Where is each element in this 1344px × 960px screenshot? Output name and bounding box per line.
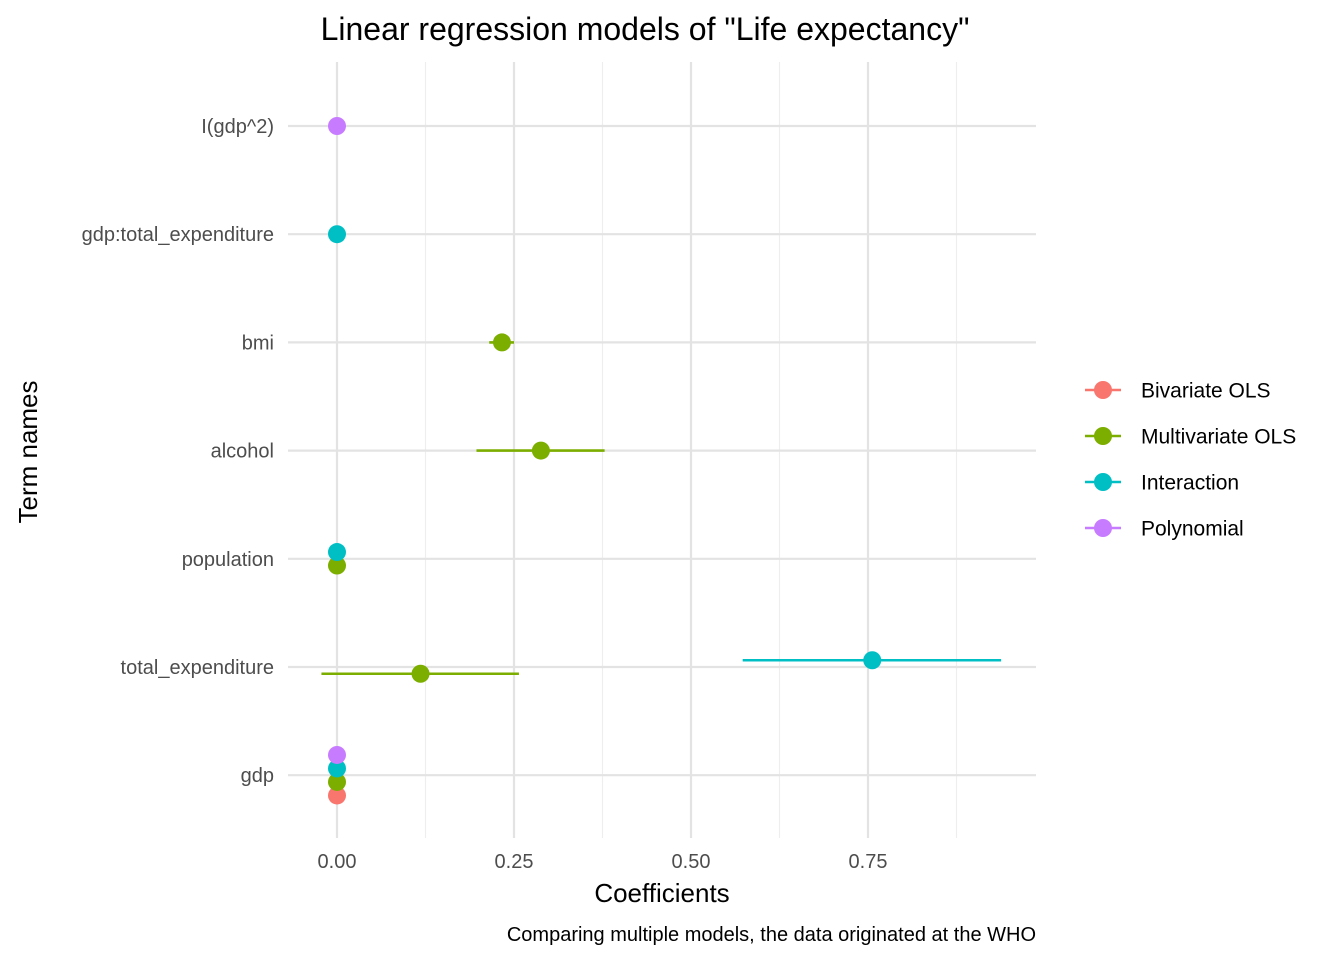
legend-label: Interaction (1141, 472, 1239, 495)
legend-key-point (1094, 519, 1112, 537)
grid (288, 62, 1036, 838)
y-tick-label: total_expenditure (121, 657, 274, 679)
data-point (328, 772, 346, 791)
y-tick-label: gdp:total_expenditure (82, 224, 274, 246)
legend-label: Polynomial (1141, 518, 1244, 541)
data-point (411, 664, 430, 683)
chart-caption: Comparing multiple models, the data orig… (507, 924, 1036, 946)
legend-key-point (1094, 381, 1112, 399)
y-tick-label: bmi (242, 332, 274, 354)
y-axis-tick-labels: gdp total_expenditure population alcohol bmi… (82, 116, 274, 787)
x-tick-label: 0.50 (672, 851, 711, 873)
y-axis-title: Term names (13, 380, 43, 523)
data-marks (321, 117, 1002, 805)
y-tick-label: I(gdp^2) (201, 116, 274, 138)
x-tick-label: 0.00 (318, 851, 357, 873)
data-point (863, 651, 882, 670)
data-point (328, 117, 346, 135)
x-tick-label: 0.75 (849, 851, 888, 873)
y-tick-label: gdp (241, 765, 274, 787)
data-point (492, 333, 511, 352)
legend-key-point (1094, 473, 1112, 491)
chart-title: Linear regression models of "Life expect… (321, 11, 970, 47)
data-point (328, 225, 346, 244)
x-tick-label: 0.25 (495, 851, 534, 873)
data-point (328, 543, 346, 562)
data-point (328, 786, 346, 805)
data-point (328, 759, 346, 778)
legend-key-point (1094, 427, 1112, 445)
legend: Bivariate OLS Multivariate OLS Interaction… (1085, 380, 1296, 541)
data-point (328, 745, 346, 764)
legend-label: Multivariate OLS (1141, 426, 1296, 449)
y-tick-label: population (182, 549, 274, 571)
data-point (328, 556, 346, 575)
legend-label: Bivariate OLS (1141, 380, 1271, 403)
y-tick-label: alcohol (211, 441, 274, 463)
x-axis-title: Coefficients (594, 878, 729, 908)
x-axis-tick-labels: 0.00 0.25 0.50 0.75 (318, 851, 888, 873)
data-point (531, 441, 550, 460)
